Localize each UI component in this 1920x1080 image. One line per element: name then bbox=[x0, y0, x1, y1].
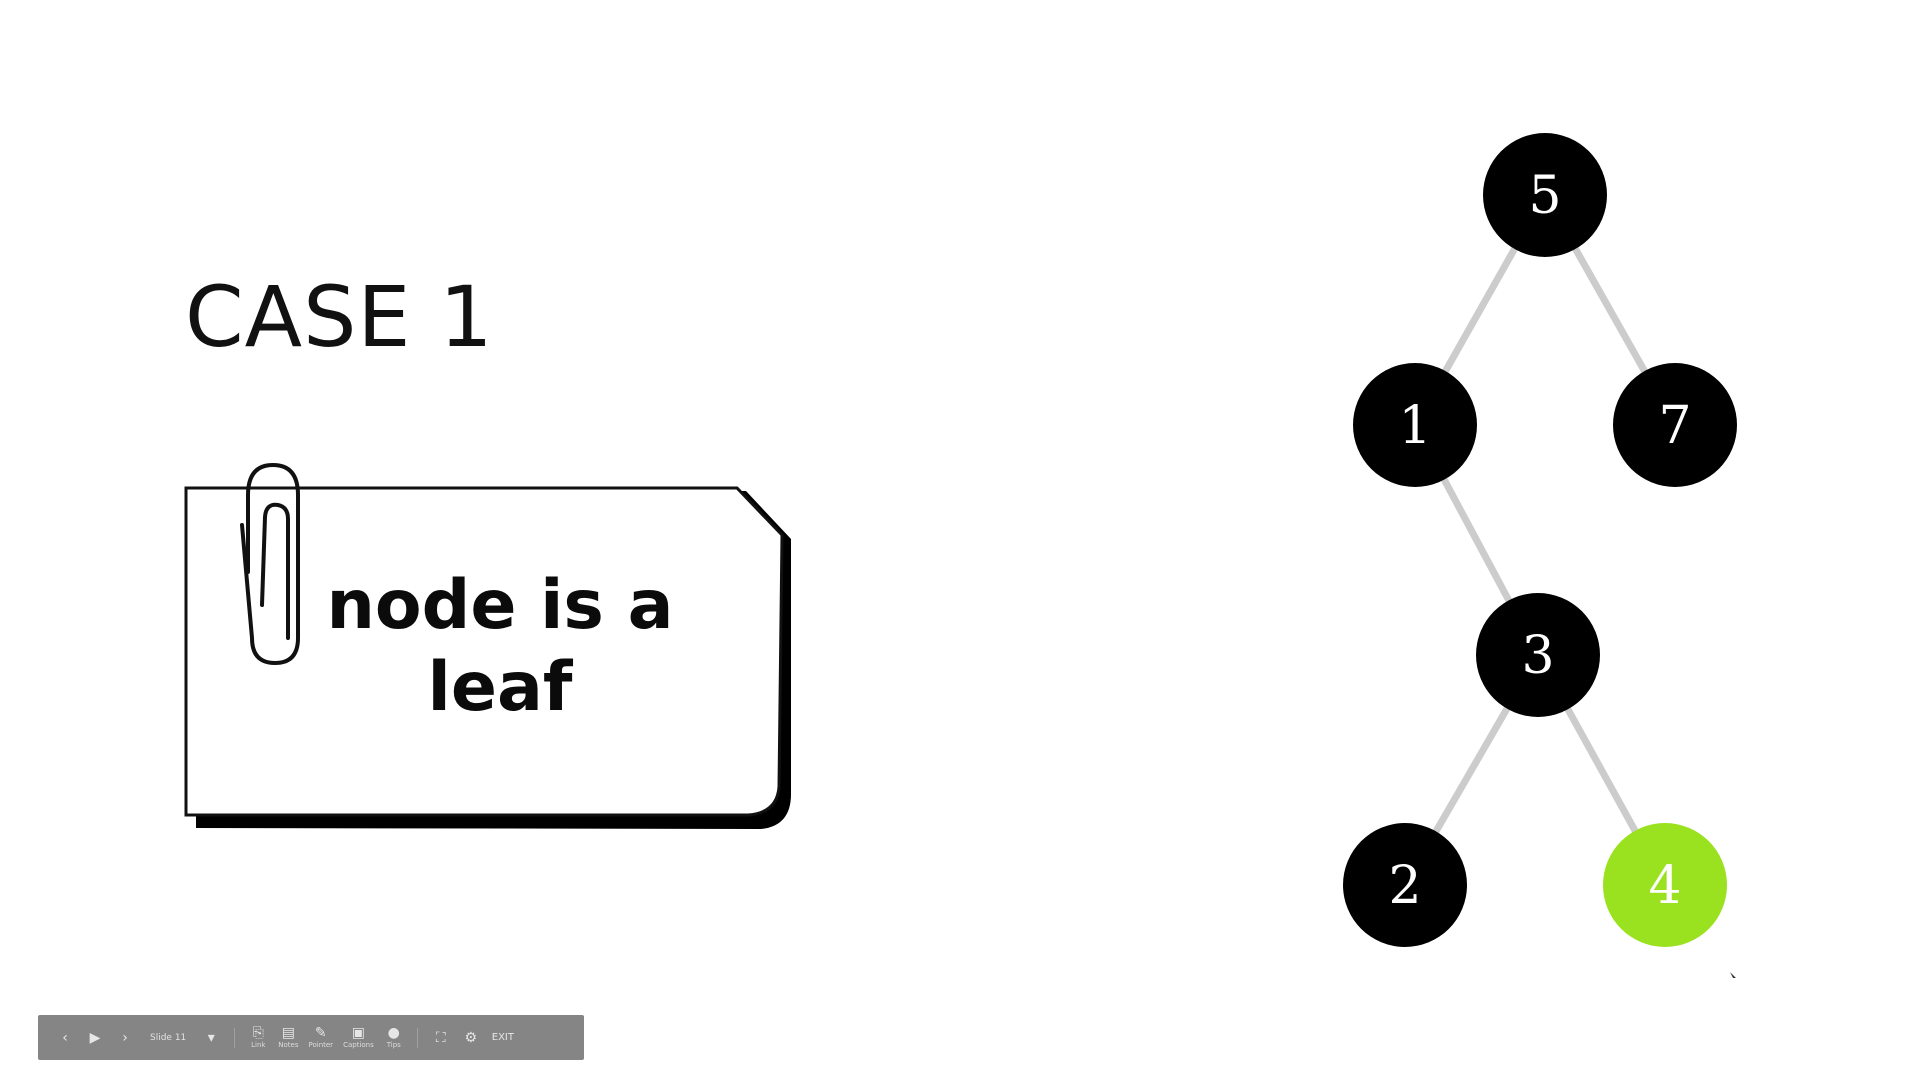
tips-label: Tips bbox=[386, 1041, 401, 1049]
gear-button[interactable]: ⚙ bbox=[461, 1020, 481, 1056]
toolbar-divider bbox=[234, 1027, 236, 1048]
link-button[interactable]: ⎘ Link bbox=[248, 1020, 268, 1056]
tree-node-label: 4 bbox=[1648, 856, 1681, 916]
tree-node-circle bbox=[1343, 823, 1467, 947]
tree-node-circle bbox=[1483, 133, 1607, 257]
tree-node-label: 1 bbox=[1398, 396, 1431, 456]
captions-button[interactable]: ▣ Captions bbox=[343, 1020, 374, 1056]
prev-icon: ‹ bbox=[62, 1029, 68, 1046]
tree-edge-n3-n2 bbox=[1429, 699, 1514, 841]
tree-node-7: 7 bbox=[1613, 363, 1737, 487]
note-text: node is a leaf bbox=[326, 566, 674, 727]
next-button[interactable]: › bbox=[115, 1020, 135, 1056]
tree-node-2: 2 bbox=[1343, 823, 1467, 947]
tree-node-circle bbox=[1476, 593, 1600, 717]
dropdown-icon: ▾ bbox=[207, 1029, 215, 1046]
tree-node-circle bbox=[1603, 823, 1727, 947]
tree-node-4: 4 bbox=[1603, 823, 1727, 947]
slide-selector[interactable]: Slide 11 bbox=[150, 1032, 187, 1043]
link-icon: ⎘ bbox=[252, 1025, 264, 1041]
tree-edge-n3-n4 bbox=[1561, 700, 1642, 840]
tree-edge-n5-n1 bbox=[1439, 240, 1521, 380]
tree-edges bbox=[1429, 240, 1651, 841]
tree-node-label: 5 bbox=[1528, 166, 1561, 226]
expand-icon: ⛶ bbox=[435, 1029, 446, 1046]
tree-node-circle bbox=[1613, 363, 1737, 487]
notes-label: Notes bbox=[278, 1041, 299, 1049]
captions-label: Captions bbox=[343, 1041, 374, 1049]
slide-dropdown[interactable]: ▾ bbox=[201, 1020, 221, 1056]
pointer-label: Pointer bbox=[308, 1041, 334, 1049]
tree-node-5: 5 bbox=[1483, 133, 1607, 257]
mouse-cursor-icon bbox=[1730, 972, 1736, 982]
tree-nodes: 5 1 7 3 2 4 bbox=[1343, 133, 1737, 947]
paperclip-icon bbox=[240, 462, 300, 666]
tips-button[interactable]: ● Tips bbox=[384, 1020, 404, 1056]
prev-button[interactable]: ‹ bbox=[55, 1020, 75, 1056]
slide-title: CASE 1 bbox=[185, 268, 494, 366]
pointer-icon: ✎ bbox=[314, 1025, 327, 1041]
settings-icon: ● bbox=[387, 1025, 400, 1041]
tree-node-label: 7 bbox=[1658, 396, 1691, 456]
notes-button[interactable]: ▤ Notes bbox=[278, 1020, 298, 1056]
gear-icon: ⚙ bbox=[464, 1029, 478, 1046]
presentation-toolbar: ‹ ▶ › Slide 11 ▾ ⎘ Link ▤ Notes ✎ Pointe… bbox=[38, 1015, 584, 1060]
tree-node-circle bbox=[1353, 363, 1477, 487]
binary-tree-diagram: 5 1 7 3 2 4 bbox=[1343, 133, 1737, 947]
tree-node-label: 2 bbox=[1388, 856, 1421, 916]
play-button[interactable]: ▶ bbox=[85, 1020, 105, 1056]
play-icon: ▶ bbox=[89, 1029, 101, 1046]
exit-button[interactable]: EXIT bbox=[491, 1032, 514, 1043]
tree-edge-n5-n7 bbox=[1569, 240, 1651, 380]
tree-edge-n1-n3 bbox=[1437, 470, 1516, 610]
tree-node-3: 3 bbox=[1476, 593, 1600, 717]
notes-icon: ▤ bbox=[281, 1025, 295, 1041]
link-label: Link bbox=[251, 1041, 266, 1049]
next-icon: › bbox=[122, 1029, 128, 1046]
tree-node-label: 3 bbox=[1521, 626, 1554, 686]
toolbar-divider bbox=[416, 1027, 418, 1048]
note-card bbox=[184, 462, 791, 829]
fullscreen-button[interactable]: ⛶ bbox=[431, 1020, 451, 1056]
captions-icon: ▣ bbox=[351, 1025, 366, 1041]
pointer-button[interactable]: ✎ Pointer bbox=[309, 1020, 334, 1056]
tree-node-1: 1 bbox=[1353, 363, 1477, 487]
